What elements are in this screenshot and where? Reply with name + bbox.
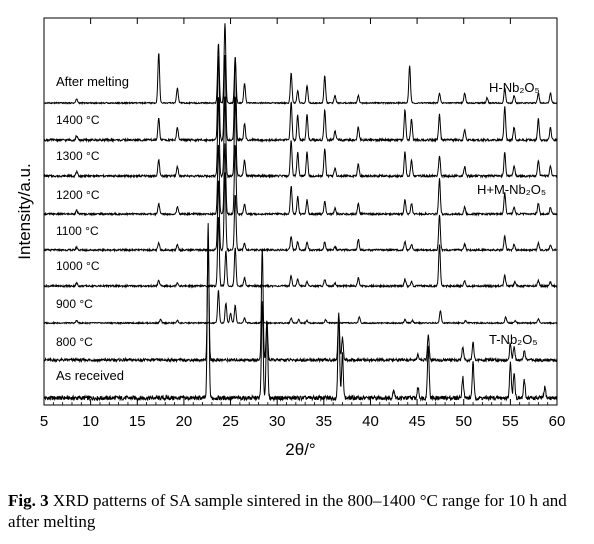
series-label: 800 °C <box>56 335 93 349</box>
x-tick-label: 15 <box>129 413 146 430</box>
caption-label: Fig. 3 <box>8 491 49 510</box>
series-line <box>43 289 558 326</box>
x-tick-label: 20 <box>176 413 193 430</box>
series-label: After melting <box>56 74 129 89</box>
plot-frame <box>43 17 558 406</box>
figure-caption: Fig. 3 XRD patterns of SA sample sintere… <box>8 490 586 532</box>
series-line <box>43 223 558 402</box>
caption-text: XRD patterns of SA sample sintered in th… <box>8 491 567 531</box>
x-tick-label: 40 <box>362 413 379 430</box>
series-label: 1300 °C <box>56 149 100 163</box>
x-tick-label: 45 <box>409 413 426 430</box>
phase-label: H+M-Nb₂O₅ <box>477 182 546 197</box>
phase-label: H-Nb₂O₅ <box>489 80 540 95</box>
series-line <box>43 243 558 364</box>
series-label: As received <box>56 368 124 383</box>
x-tick-label: 5 <box>40 413 48 430</box>
x-axis-label: 2θ/° <box>285 440 315 459</box>
series-line <box>43 216 558 289</box>
x-tick-label: 30 <box>269 413 286 430</box>
series-line <box>43 55 558 143</box>
series-label: 1100 °C <box>56 224 99 238</box>
series-label: 900 °C <box>56 297 93 311</box>
x-tick-label: 50 <box>455 413 472 430</box>
series-line <box>43 96 558 179</box>
x-tick-label: 55 <box>502 413 519 430</box>
y-axis-label: Intensity/a.u. <box>15 163 34 259</box>
series-label: 1400 °C <box>56 113 100 127</box>
x-tick-label: 25 <box>222 413 239 430</box>
series-line <box>43 172 558 253</box>
x-tick-label: 10 <box>82 413 99 430</box>
xrd-chart: 5 10 15 20 25 30 35 40 45 50 55 60 2θ/° Intensity/a.u… <box>15 17 566 459</box>
series-line <box>43 23 558 106</box>
phase-label: T-Nb₂O₅ <box>489 332 538 347</box>
x-tick-label: 35 <box>315 413 332 430</box>
series-line <box>43 143 558 217</box>
series-label: 1000 °C <box>56 259 100 273</box>
x-tick-label: 60 <box>549 413 566 430</box>
series-label: 1200 °C <box>56 188 100 202</box>
